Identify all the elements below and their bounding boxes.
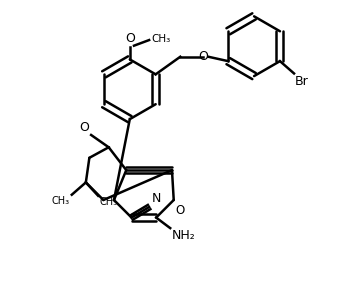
Text: CH₃: CH₃ — [52, 197, 70, 206]
Text: O: O — [175, 204, 185, 216]
Text: CH₃: CH₃ — [100, 197, 118, 207]
Text: CH₃: CH₃ — [151, 34, 170, 44]
Text: O: O — [125, 32, 135, 45]
Text: NH₂: NH₂ — [172, 229, 196, 242]
Text: Br: Br — [295, 75, 309, 88]
Text: O: O — [199, 50, 208, 63]
Text: O: O — [79, 121, 90, 134]
Text: N: N — [152, 192, 161, 205]
